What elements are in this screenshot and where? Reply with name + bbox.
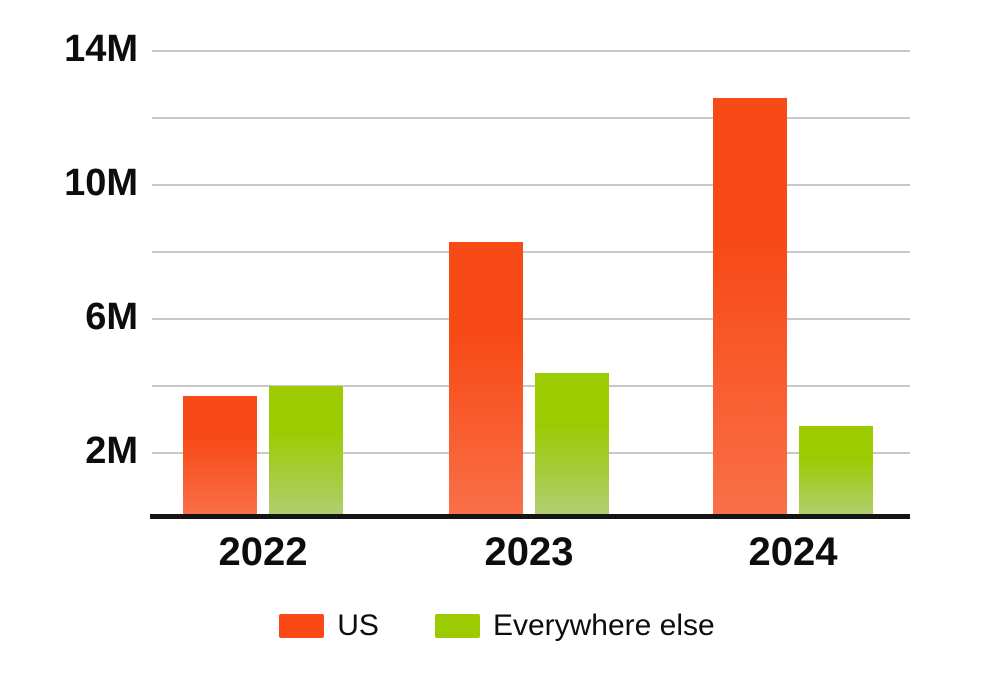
gridline-4m (152, 385, 910, 387)
x-axis-baseline (150, 514, 910, 519)
gridline-12m (152, 117, 910, 119)
legend-swatch-us (279, 614, 325, 638)
bar-everywhere-else-2022 (269, 386, 343, 517)
legend-label-everywhere-else: Everywhere else (492, 609, 715, 642)
gridline-6m (152, 318, 910, 320)
x-axis-category-label: 2024 (748, 530, 838, 574)
bar-us-2022 (183, 396, 257, 517)
legend-item-us: US (279, 611, 379, 641)
legend-label-us: US (337, 609, 379, 642)
bar-everywhere-else-2024 (799, 426, 873, 517)
legend: US Everywhere else (0, 611, 994, 641)
x-axis-category-label: 2023 (484, 530, 574, 574)
y-axis-tick-label: 2M (85, 430, 138, 472)
y-axis-tick-label: 14M (64, 28, 138, 70)
bar-us-2023 (449, 241, 523, 517)
y-axis-tick-label: 10M (64, 162, 138, 204)
legend-swatch-everywhere-else (434, 614, 480, 638)
legend-item-everywhere-else: Everywhere else (434, 609, 715, 642)
gridline-2m (152, 452, 910, 454)
y-axis-tick-label: 6M (85, 296, 138, 338)
gridline-14m (152, 50, 910, 52)
bar-everywhere-else-2023 (535, 372, 609, 517)
bar-us-2024 (713, 97, 787, 517)
gridline-8m (152, 251, 910, 253)
x-axis-category-label: 2022 (218, 530, 308, 574)
gridline-10m (152, 184, 910, 186)
